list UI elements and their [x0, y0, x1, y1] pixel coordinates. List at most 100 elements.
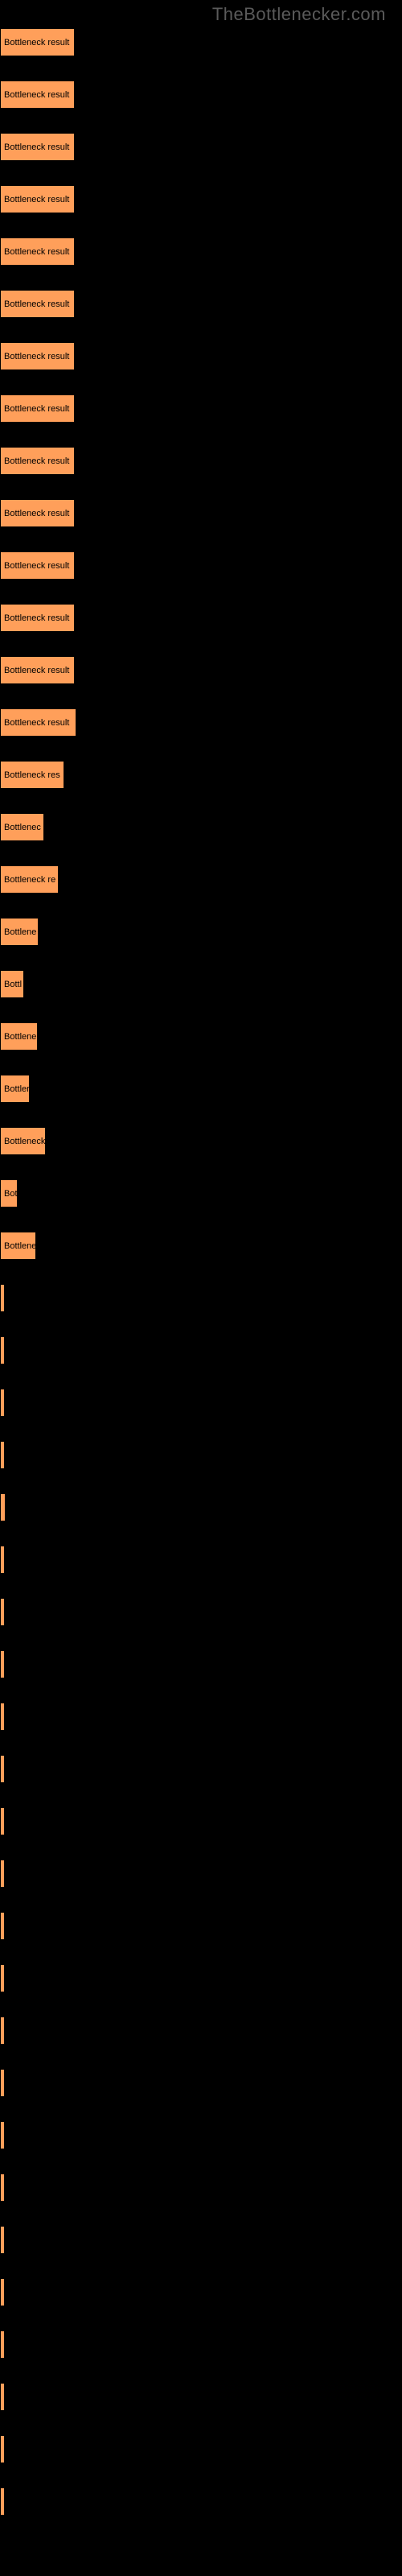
bar-row [0, 1912, 402, 1940]
bar-label: Bottleneck result [4, 561, 69, 571]
bar-row [0, 1650, 402, 1678]
chart-bar: Bottleneck result [0, 656, 75, 684]
chart-bar [0, 1598, 5, 1626]
bar-label: Bottlene [4, 1241, 36, 1251]
chart-bar [0, 1755, 5, 1783]
bar-label: Bottleneck result [4, 404, 69, 414]
chart-bar [0, 2121, 5, 2149]
chart-bar [0, 1650, 5, 1678]
bar-row: Bottleneck result [0, 185, 402, 213]
chart-bar [0, 1389, 5, 1417]
bar-row [0, 2278, 402, 2306]
bar-row: Bottleneck result [0, 604, 402, 632]
bar-label: Bottlene [4, 927, 36, 937]
bar-label: Bottleneck result [4, 247, 69, 257]
chart-bar: Bottleneck result [0, 551, 75, 580]
bar-row [0, 2330, 402, 2359]
bar-row: Bottleneck [0, 1127, 402, 1155]
chart-bar [0, 1912, 5, 1940]
chart-bar: Bottleneck result [0, 28, 75, 56]
bar-row [0, 1807, 402, 1835]
bar-row [0, 2174, 402, 2202]
chart-bar [0, 2017, 5, 2045]
chart-bar [0, 1546, 5, 1574]
chart-bar: Bottleneck result [0, 237, 75, 266]
bar-row: Bottleneck result [0, 551, 402, 580]
chart-bar: Bottleneck result [0, 447, 75, 475]
bar-label: Bottleneck result [4, 352, 69, 361]
chart-bar [0, 1807, 5, 1835]
bar-row [0, 1546, 402, 1574]
chart-bar: Bottleneck result [0, 185, 75, 213]
bar-row [0, 2383, 402, 2411]
bar-label: Bot [4, 1189, 18, 1199]
chart-bar: Bottleneck res [0, 761, 64, 789]
chart-bar [0, 2174, 5, 2202]
bar-row: Bottleneck result [0, 290, 402, 318]
bar-row [0, 1860, 402, 1888]
bar-row [0, 1703, 402, 1731]
bar-row: Bottlene [0, 1232, 402, 1260]
chart-bar: Bottleneck result [0, 290, 75, 318]
bar-row: Bottleneck re [0, 865, 402, 894]
bar-row [0, 1598, 402, 1626]
bar-row: Bottleneck result [0, 708, 402, 737]
chart-bar [0, 1703, 5, 1731]
chart-bar [0, 1493, 6, 1521]
bar-row: Bottlenec [0, 813, 402, 841]
bar-row [0, 2226, 402, 2254]
bar-row [0, 1755, 402, 1783]
chart-bar [0, 1860, 5, 1888]
bar-row: Bottlene [0, 918, 402, 946]
bar-row [0, 1284, 402, 1312]
bar-row: Bottleneck result [0, 237, 402, 266]
chart-bar: Bottleneck result [0, 394, 75, 423]
chart-bar [0, 2487, 5, 2516]
bar-label: Bottleneck result [4, 456, 69, 466]
bar-row [0, 1389, 402, 1417]
bar-label: Bottler [4, 1084, 30, 1094]
bar-row [0, 2017, 402, 2045]
bar-row: Bottleneck result [0, 133, 402, 161]
chart-bar: Bottleneck result [0, 499, 75, 527]
bar-row: Bottleneck result [0, 447, 402, 475]
chart-bar: Bottleneck result [0, 80, 75, 109]
chart-bar: Bot [0, 1179, 18, 1208]
chart-bar: Bottleneck result [0, 604, 75, 632]
chart-bar: Bottlene [0, 918, 39, 946]
bar-row: Bot [0, 1179, 402, 1208]
bar-row: Bottleneck result [0, 394, 402, 423]
bar-label: Bottleneck result [4, 195, 69, 204]
bar-row: Bottleneck result [0, 342, 402, 370]
bar-label: Bottleneck result [4, 509, 69, 518]
chart-bar [0, 2069, 5, 2097]
bar-chart: Bottleneck result Bottleneck result Bottle… [0, 0, 402, 2516]
bar-row: Bottleneck res [0, 761, 402, 789]
bar-row: Bottl [0, 970, 402, 998]
bar-label: Bottleneck result [4, 90, 69, 100]
bar-row: Bottleneck result [0, 80, 402, 109]
chart-bar [0, 2383, 5, 2411]
chart-bar [0, 1284, 5, 1312]
chart-bar [0, 2226, 5, 2254]
bar-label: Bottlene [4, 1032, 36, 1042]
bar-row: Bottlene [0, 1022, 402, 1051]
bar-label: Bottleneck result [4, 718, 69, 728]
chart-bar: Bottleneck result [0, 342, 75, 370]
bar-label: Bottleneck re [4, 875, 55, 885]
bar-row: Bottler [0, 1075, 402, 1103]
bar-row [0, 1493, 402, 1521]
chart-bar: Bottleneck re [0, 865, 59, 894]
bar-row [0, 1336, 402, 1364]
chart-bar [0, 2435, 5, 2463]
chart-bar: Bottlenec [0, 813, 44, 841]
chart-bar [0, 2330, 5, 2359]
chart-bar: Bottleneck result [0, 133, 75, 161]
bar-row [0, 2435, 402, 2463]
chart-bar: Bottl [0, 970, 24, 998]
bar-row: Bottleneck result [0, 499, 402, 527]
bar-label: Bottleneck result [4, 142, 69, 152]
chart-bar: Bottler [0, 1075, 30, 1103]
bar-row [0, 1964, 402, 1992]
bar-row [0, 1441, 402, 1469]
